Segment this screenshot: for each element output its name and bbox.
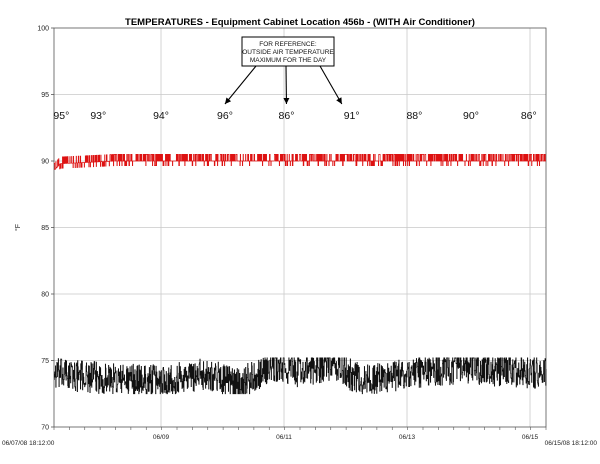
reference-note-line: FOR REFERENCE: xyxy=(259,41,317,48)
x-tick-label: 06/15 xyxy=(522,434,539,441)
x-tick-label: 06/11 xyxy=(276,434,292,441)
y-tick-label: 100 xyxy=(37,26,49,33)
y-tick-label: 70 xyxy=(41,425,49,432)
y-tick-label: 80 xyxy=(41,292,49,299)
x-end-label: 06/15/08 18:12:00 xyxy=(545,440,598,447)
series-group xyxy=(54,154,547,395)
reference-box xyxy=(241,36,335,67)
reference-note-line: OUTSIDE AIR TEMPERATURE xyxy=(242,49,334,56)
reference-arrow xyxy=(319,65,343,105)
series-line xyxy=(54,357,547,395)
outside-temp-label: 86° xyxy=(521,110,537,122)
outside-temp-label: 95° xyxy=(53,110,69,122)
series-line xyxy=(54,154,546,170)
outside-temp-label: 94° xyxy=(153,110,169,122)
reference-arrow xyxy=(224,65,257,105)
reference-arrowhead xyxy=(336,97,342,104)
reference-arrowhead xyxy=(224,97,232,104)
outside-temp-label: 86° xyxy=(279,110,295,122)
outside-temp-label: 96° xyxy=(217,110,233,122)
x-axis: 06/09 06/11 06/13 06/15 xyxy=(53,427,547,441)
y-tick-label: 85 xyxy=(41,225,49,232)
y-tick-label: 75 xyxy=(41,358,49,365)
chart-title: TEMPERATURES - Equipment Cabinet Locatio… xyxy=(125,17,475,28)
y-axis-label: °F xyxy=(14,224,22,231)
y-axis: 70 75 80 85 90 95 100 xyxy=(37,26,54,432)
reference-arrowhead xyxy=(283,97,290,104)
outside-temp-label: 91° xyxy=(344,110,360,122)
y-tick-label: 95 xyxy=(41,92,49,99)
outside-temp-annotations: 95° 93° 94° 96° 86° 91° 88° 90° 86° xyxy=(53,110,536,122)
outside-temp-label: 90° xyxy=(463,110,479,122)
outside-temp-label: 93° xyxy=(90,110,106,122)
x-start-label: 06/07/08 18:12:00 xyxy=(2,440,55,447)
x-tick-label: 06/13 xyxy=(399,434,416,441)
reference-note: FOR REFERENCE:OUTSIDE AIR TEMPERATUREMAX… xyxy=(224,36,343,105)
reference-note-line: MAXIMUM FOR THE DAY xyxy=(250,57,327,64)
y-tick-label: 90 xyxy=(41,159,49,166)
x-tick-label: 06/09 xyxy=(153,434,170,441)
outside-temp-label: 88° xyxy=(406,110,422,122)
